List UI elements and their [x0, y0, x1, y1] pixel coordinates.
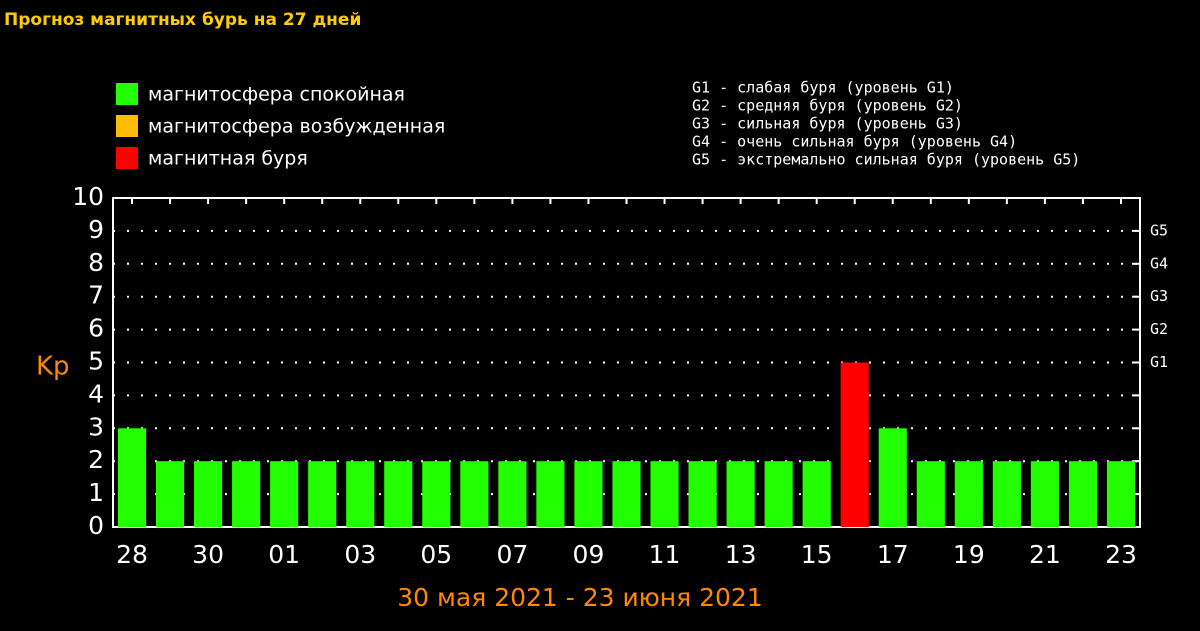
bar — [878, 428, 907, 527]
y-tick-label: 6 — [88, 314, 104, 343]
x-tick-label: 21 — [1029, 540, 1061, 569]
y-axis-label: Kp — [36, 352, 70, 382]
bar — [308, 461, 337, 527]
y-tick-label: 0 — [88, 511, 104, 540]
y-tick-label: 2 — [88, 445, 104, 474]
bar — [802, 461, 831, 527]
bar — [688, 461, 717, 527]
bar — [498, 461, 527, 527]
y-tick-label: 9 — [88, 215, 104, 244]
y2-tick-label: G2 — [1150, 320, 1168, 338]
y2-tick-label: G4 — [1150, 254, 1168, 272]
bar — [574, 461, 603, 527]
bar — [916, 461, 945, 527]
y-tick-label: 5 — [88, 347, 104, 376]
x-tick-label: 03 — [344, 540, 376, 569]
x-tick-label: 13 — [725, 540, 757, 569]
y2-tick-label: G3 — [1150, 287, 1168, 305]
bar — [650, 461, 679, 527]
bar — [726, 461, 755, 527]
bar — [422, 461, 451, 527]
note: G4 - очень сильная буря (уровень G4) — [692, 133, 1017, 151]
bar — [384, 461, 413, 527]
y-tick-label: 4 — [88, 379, 104, 408]
bar — [270, 461, 299, 527]
x-tick-label: 17 — [877, 540, 909, 569]
bar — [536, 461, 565, 527]
y-tick-label: 3 — [88, 412, 104, 441]
x-tick-label: 07 — [496, 540, 528, 569]
bar — [1030, 461, 1059, 527]
bar — [194, 461, 223, 527]
x-tick-label: 19 — [953, 540, 985, 569]
note: G2 - средняя буря (уровень G2) — [692, 97, 963, 115]
x-tick-label: 05 — [420, 540, 452, 569]
x-tick-label: 11 — [649, 540, 681, 569]
y-tick-label: 10 — [72, 182, 104, 211]
bar — [764, 461, 793, 527]
x-tick-label: 01 — [268, 540, 300, 569]
note: G3 - сильная буря (уровень G3) — [692, 115, 963, 133]
note: G1 - слабая буря (уровень G1) — [692, 79, 954, 97]
legend-swatch — [116, 147, 138, 169]
x-tick-label: 23 — [1105, 540, 1137, 569]
legend-label: магнитная буря — [148, 148, 308, 170]
bar — [1068, 461, 1098, 527]
y-tick-label: 7 — [88, 281, 104, 310]
bar — [117, 428, 147, 527]
legend-swatch — [116, 115, 138, 137]
bar — [992, 461, 1021, 527]
legend-swatch — [116, 83, 138, 105]
bar — [840, 362, 869, 527]
y-tick-label: 1 — [88, 478, 104, 507]
bar — [954, 461, 983, 527]
x-axis-label: 30 мая 2021 - 23 июня 2021 — [397, 583, 762, 612]
x-tick-label: 30 — [192, 540, 224, 569]
bar — [346, 461, 375, 527]
chart-title: Прогноз магнитных бурь на 27 дней — [4, 10, 361, 30]
legend-label: магнитосфера возбужденная — [148, 116, 445, 138]
bar — [460, 461, 489, 527]
bar — [1106, 461, 1136, 527]
x-tick-label: 28 — [116, 540, 148, 569]
x-tick-label: 09 — [573, 540, 605, 569]
bar — [612, 461, 641, 527]
y2-tick-label: G1 — [1150, 353, 1168, 371]
note: G5 - экстремально сильная буря (уровень … — [692, 151, 1080, 169]
x-tick-label: 15 — [801, 540, 833, 569]
y-tick-label: 8 — [88, 248, 104, 277]
legend-label: магнитосфера спокойная — [148, 84, 405, 106]
bar — [155, 461, 185, 527]
bar — [232, 461, 261, 527]
y2-tick-label: G5 — [1150, 221, 1168, 239]
